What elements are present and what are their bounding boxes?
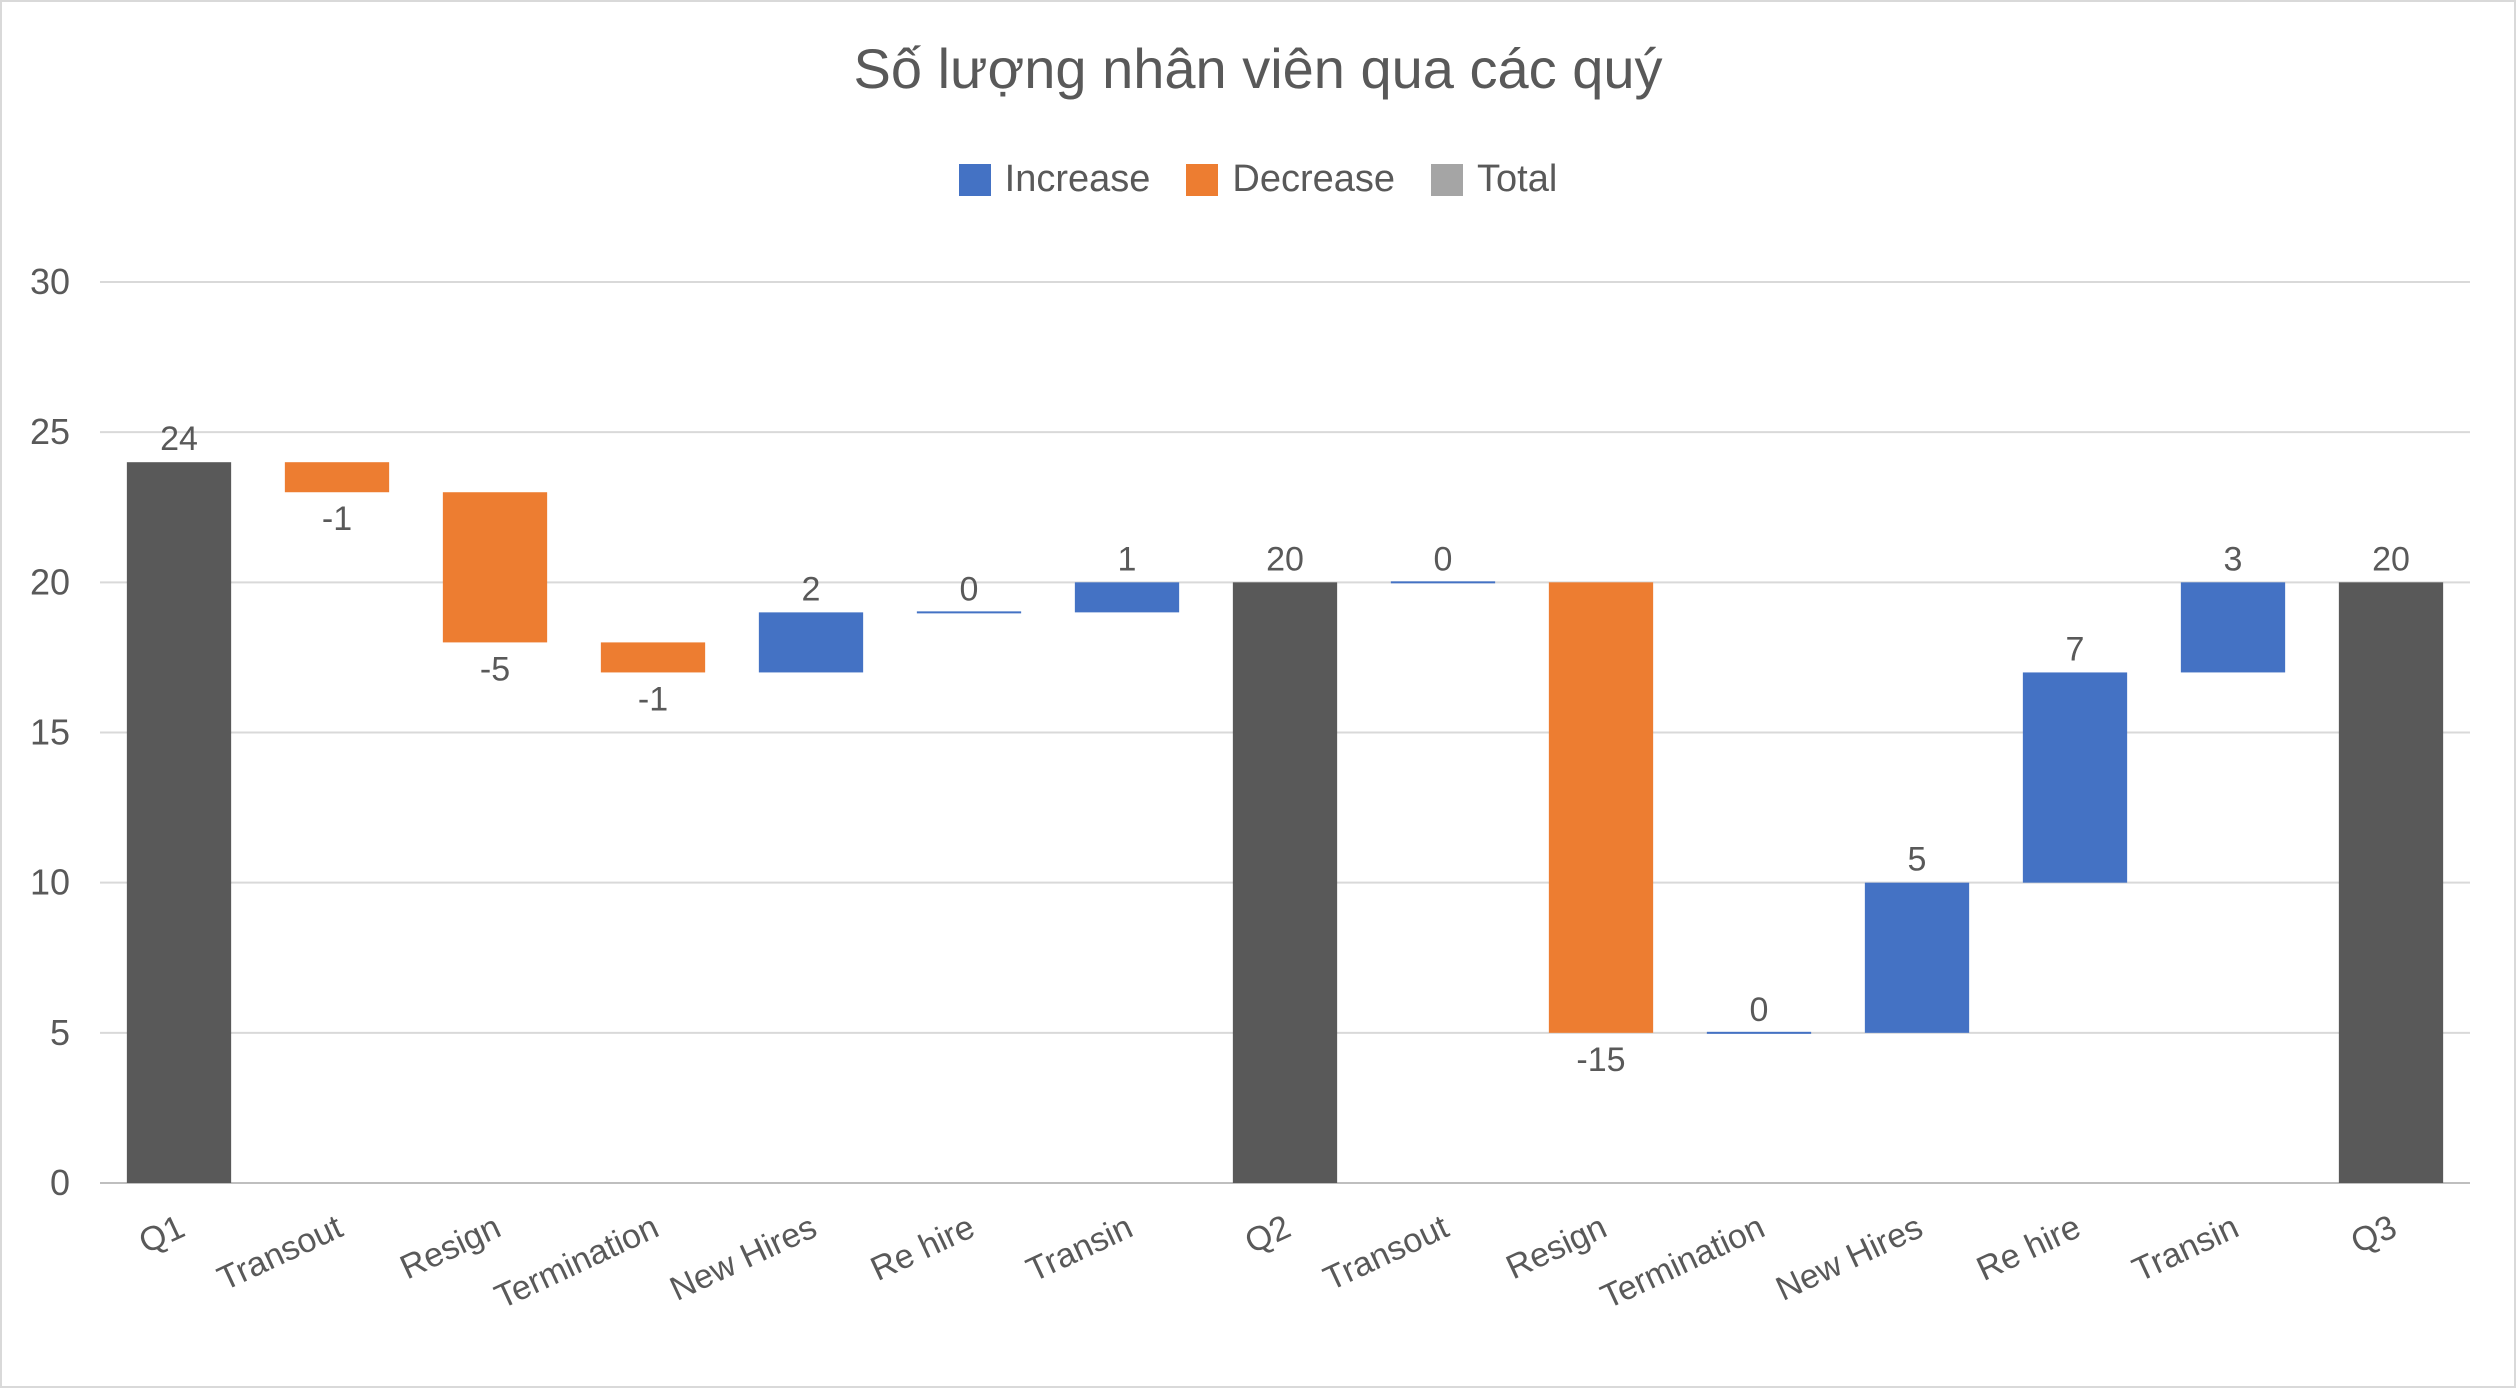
x-tick-label-11: New Hires [1770,1208,1928,1309]
legend-label-total: Total [1477,158,1558,200]
y-tick-label-10: 10 [30,862,70,903]
bar-increase-6 [1074,582,1180,613]
legend-item-increase: Increase [958,158,1151,201]
bar-total-7 [1232,582,1338,1183]
data-label-4: 2 [802,570,821,608]
bar-increase-13 [2180,582,2286,673]
y-tick-label-30: 30 [30,261,70,302]
x-tick-label-6: Transin [1021,1208,1139,1290]
x-tick-label-4: New Hires [664,1208,822,1309]
bar-increase-11 [1864,882,1970,1033]
legend-swatch-increase [958,163,991,196]
bar-increase-10 [1706,1031,1812,1034]
x-tick-label-12: Re hire [1971,1208,2086,1289]
data-label-14: 20 [2372,540,2410,578]
x-tick-label-5: Re hire [865,1208,980,1289]
x-tick-label-14: Q3 [2345,1208,2402,1262]
data-label-7: 20 [1266,540,1304,578]
legend-item-total: Total [1431,158,1557,201]
bar-layer [126,462,2444,1183]
y-tick-label-0: 0 [50,1162,70,1203]
data-label-2: -5 [480,650,510,688]
x-tick-label-7: Q2 [1239,1208,1296,1262]
data-label-12: 7 [2066,630,2085,668]
legend-label-increase: Increase [1004,158,1151,200]
x-tick-label-8: Transout [1318,1208,1455,1299]
bar-decrease-1 [284,462,390,493]
chart-legend: Increase Decrease Total [0,158,2516,201]
data-label-8: 0 [1434,540,1453,578]
y-tick-label-5: 5 [50,1012,70,1053]
data-label-9: -15 [1576,1041,1625,1079]
bar-total-14 [2338,582,2444,1183]
x-tick-label-0: Q1 [133,1208,190,1262]
legend-swatch-decrease [1186,163,1219,196]
bar-decrease-2 [442,492,548,643]
x-tick-label-1: Transout [212,1208,349,1299]
data-label-13: 3 [2224,540,2243,578]
bar-decrease-9 [1548,582,1654,1033]
bar-increase-12 [2022,672,2128,883]
legend-item-decrease: Decrease [1186,158,1395,201]
bar-total-0 [126,462,232,1183]
chart-title: Số lượng nhân viên qua các quý [853,37,1663,100]
legend-label-decrease: Decrease [1232,158,1396,200]
data-label-1: -1 [322,500,352,538]
data-label-5: 0 [960,570,979,608]
x-tick-label-13: Transin [2127,1208,2245,1290]
bar-increase-8 [1390,581,1496,584]
data-label-6: 1 [1118,540,1137,578]
data-label-11: 5 [1908,841,1927,879]
data-label-0: 24 [160,420,198,458]
x-tick-label-3: Termination [489,1208,664,1317]
data-label-3: -1 [638,680,668,718]
bar-decrease-3 [600,642,706,673]
bar-increase-5 [916,611,1022,614]
x-tick-label-2: Resign [394,1208,506,1287]
y-tick-label-20: 20 [30,561,70,602]
legend-swatch-total [1431,163,1464,196]
y-tick-label-25: 25 [30,411,70,452]
x-tick-label-9: Resign [1500,1208,1612,1287]
bar-increase-4 [758,612,864,673]
x-tick-label-10: Termination [1595,1208,1770,1317]
data-label-10: 0 [1750,991,1769,1029]
y-tick-label-15: 15 [30,712,70,753]
